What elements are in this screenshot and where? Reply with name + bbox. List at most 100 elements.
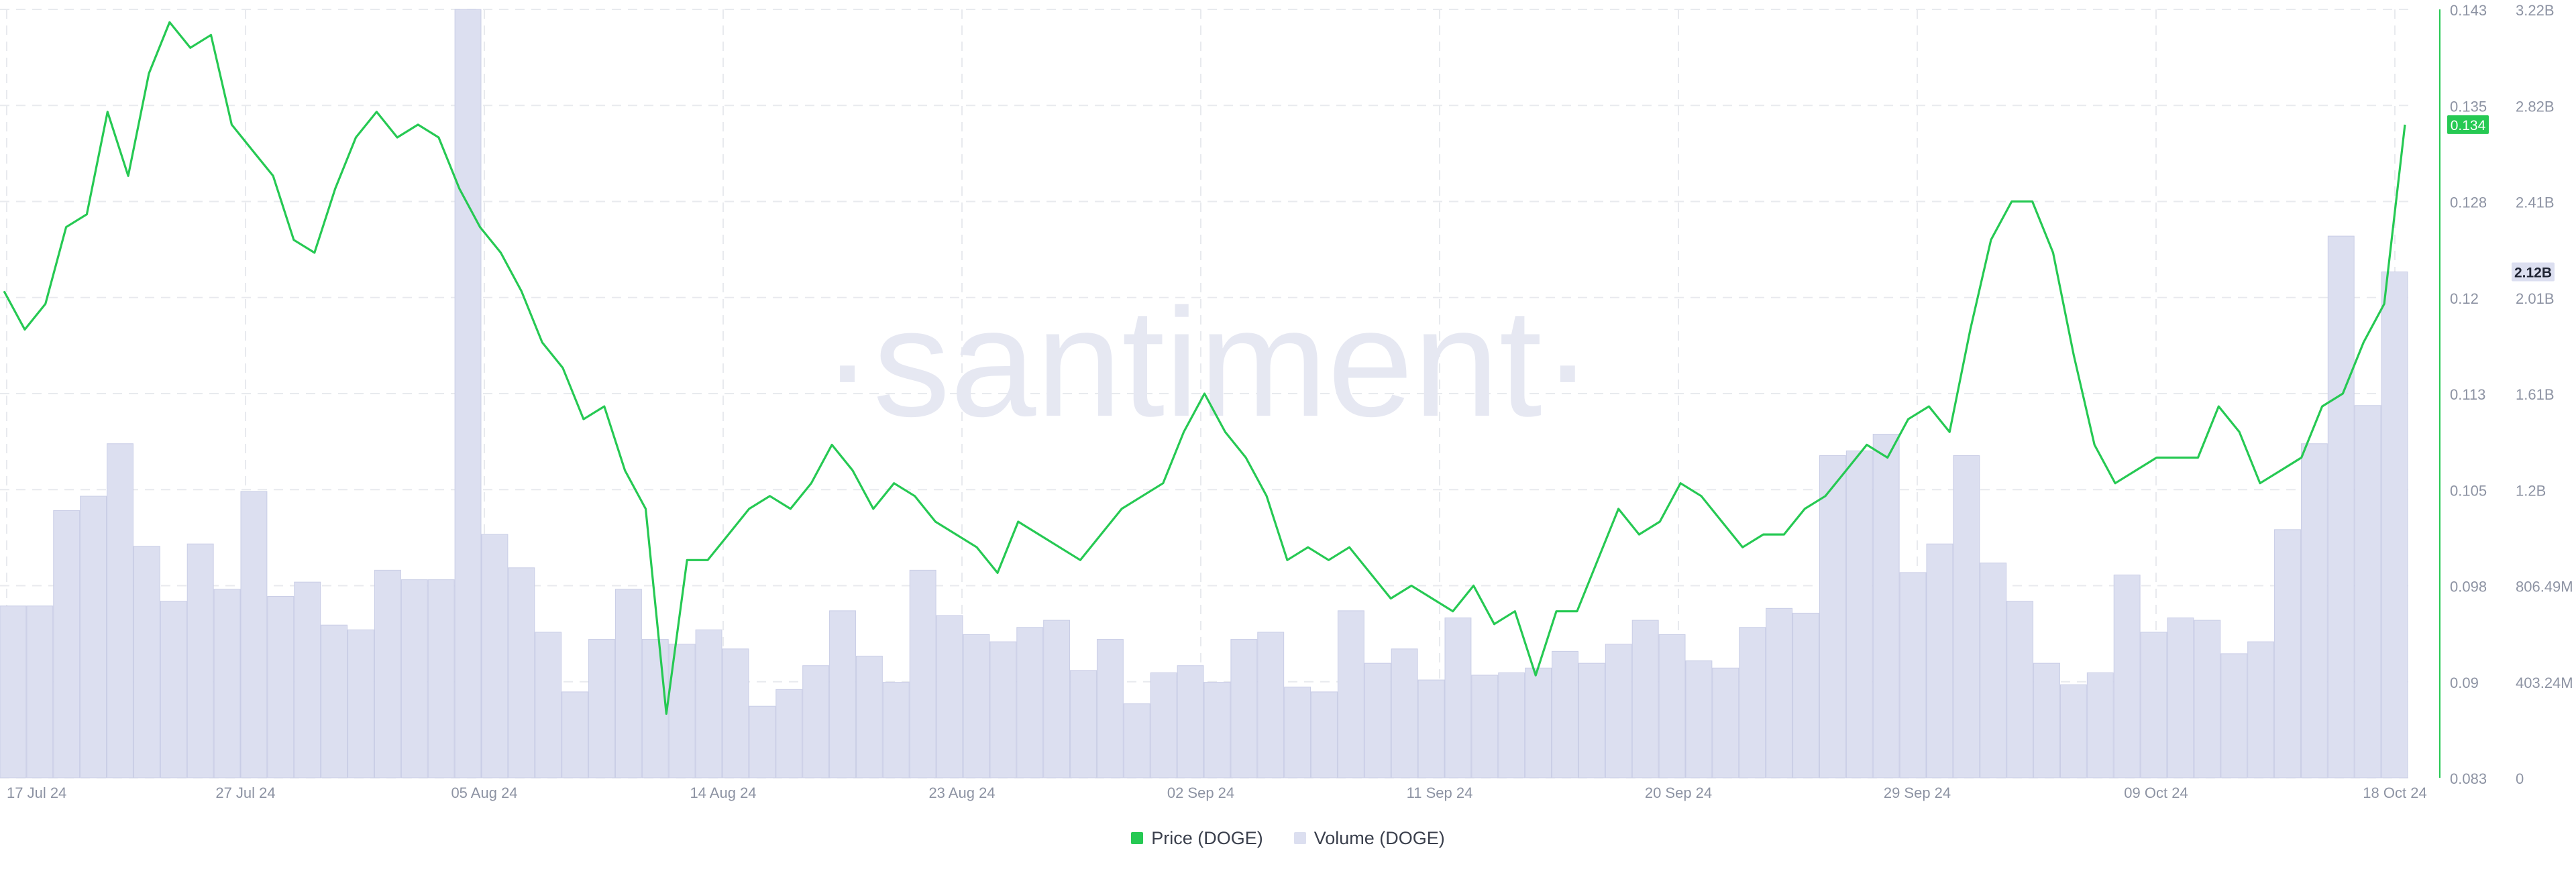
volume-bar — [561, 691, 589, 778]
volume-bar — [374, 569, 401, 778]
volume-bar — [1391, 648, 1418, 778]
volume-bar — [588, 639, 615, 778]
volume-bar — [1739, 627, 1766, 778]
volume-bar — [1471, 675, 1499, 778]
volume-bar — [2354, 405, 2381, 778]
watermark-text: ·santiment· — [822, 276, 1593, 449]
volume-bar — [267, 596, 294, 778]
volume-bar — [240, 491, 268, 778]
x-tick-label: 02 Sep 24 — [1167, 784, 1234, 801]
volume-bar — [160, 601, 187, 778]
volume-bar — [2220, 653, 2248, 778]
volume-bar — [2167, 618, 2194, 778]
x-tick-label: 23 Aug 24 — [928, 784, 995, 801]
x-tick-label: 20 Sep 24 — [1645, 784, 1712, 801]
volume-bar — [2274, 529, 2301, 778]
volume-tick-label: 0 — [2516, 770, 2524, 787]
chart-legend: Price (DOGE) Volume (DOGE) — [0, 823, 2576, 853]
x-tick-label: 05 Aug 24 — [451, 784, 517, 801]
volume-bar — [481, 534, 508, 778]
volume-bar — [321, 624, 348, 778]
x-tick-label: 09 Oct 24 — [2124, 784, 2188, 801]
volume-bar — [1043, 620, 1071, 778]
price-tick-label: 0.12 — [2450, 290, 2479, 307]
volume-bar — [2381, 271, 2408, 778]
volume-bar — [2113, 574, 2141, 778]
volume-bar — [508, 567, 535, 778]
price-badge-label: 0.134 — [2451, 118, 2486, 133]
volume-bar — [213, 589, 241, 778]
volume-bar — [1311, 691, 1338, 778]
volume-bar — [1016, 627, 1044, 778]
price-tick-label: 0.09 — [2450, 675, 2479, 691]
volume-bar — [641, 639, 669, 778]
volume-bar — [2140, 632, 2167, 778]
volume-bar — [107, 443, 133, 778]
legend-item-volume[interactable]: Volume (DOGE) — [1293, 827, 1445, 849]
volume-bar — [400, 579, 428, 778]
legend-label-volume: Volume (DOGE) — [1313, 827, 1445, 848]
volume-tick-label: 806.49M — [2516, 579, 2573, 595]
volume-bar — [1417, 679, 1445, 778]
volume-bar — [1257, 632, 1285, 778]
volume-bar — [454, 9, 482, 778]
volume-bar — [2327, 235, 2355, 778]
volume-bar — [1284, 687, 1311, 778]
volume-tick-label: 1.2B — [2516, 482, 2546, 499]
price-tick-label: 0.135 — [2450, 98, 2487, 115]
volume-bar — [1899, 572, 1927, 778]
price-tick-label: 0.105 — [2450, 482, 2487, 499]
price-tick-label: 0.083 — [2450, 770, 2487, 787]
volume-bar — [2194, 620, 2221, 778]
volume-bar — [1605, 644, 1632, 778]
volume-bar — [963, 634, 990, 778]
volume-bar — [829, 610, 856, 778]
volume-bar — [1712, 667, 1739, 778]
volume-bar — [1337, 610, 1364, 778]
volume-bar — [1872, 434, 1900, 778]
volume-bar — [1631, 620, 1659, 778]
volume-bar — [2033, 662, 2060, 778]
volume-bar — [133, 546, 160, 778]
volume-bar — [53, 510, 80, 778]
volume-bar — [936, 615, 963, 778]
volume-bar — [802, 665, 830, 778]
price-badge — [2447, 115, 2489, 134]
legend-swatch-volume — [1293, 832, 1306, 844]
volume-bar — [1150, 672, 1177, 778]
x-tick-label: 27 Jul 24 — [215, 784, 275, 801]
volume-bar — [1658, 634, 1686, 778]
volume-bar — [989, 641, 1017, 778]
volume-bar — [775, 689, 803, 778]
volume-bar — [2247, 641, 2275, 778]
volume-tick-label: 2.41B — [2516, 194, 2555, 211]
volume-badge-label: 2.12B — [2514, 265, 2552, 280]
volume-tick-label: 1.61B — [2516, 386, 2555, 403]
volume-bar — [1177, 665, 1204, 778]
volume-bar — [1980, 563, 2007, 778]
volume-bar — [347, 629, 374, 778]
legend-swatch-price — [1131, 832, 1144, 844]
volume-bar — [1444, 618, 1472, 778]
volume-bar — [1578, 662, 1605, 778]
volume-bar — [1845, 450, 1873, 778]
price-tick-label: 0.128 — [2450, 194, 2487, 211]
volume-bar — [749, 705, 776, 778]
volume-bar — [1070, 670, 1097, 778]
volume-bar — [1123, 703, 1150, 778]
volume-bar — [1525, 667, 1552, 778]
volume-bar — [80, 495, 107, 778]
volume-bar — [0, 605, 27, 778]
volume-bar — [722, 648, 749, 778]
volume-bar — [1953, 455, 1980, 778]
volume-bar — [2086, 672, 2114, 778]
volume-bar — [1819, 455, 1846, 778]
volume-bar — [1203, 682, 1231, 778]
volume-bar — [2300, 443, 2328, 778]
volume-tick-label: 2.82B — [2516, 98, 2555, 115]
legend-item-price[interactable]: Price (DOGE) — [1131, 828, 1263, 849]
volume-bar — [2006, 601, 2034, 778]
price-tick-label: 0.113 — [2450, 386, 2485, 403]
